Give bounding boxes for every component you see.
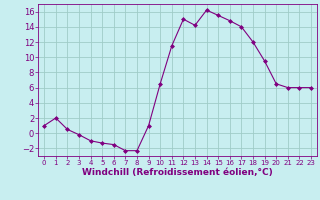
X-axis label: Windchill (Refroidissement éolien,°C): Windchill (Refroidissement éolien,°C) bbox=[82, 168, 273, 177]
